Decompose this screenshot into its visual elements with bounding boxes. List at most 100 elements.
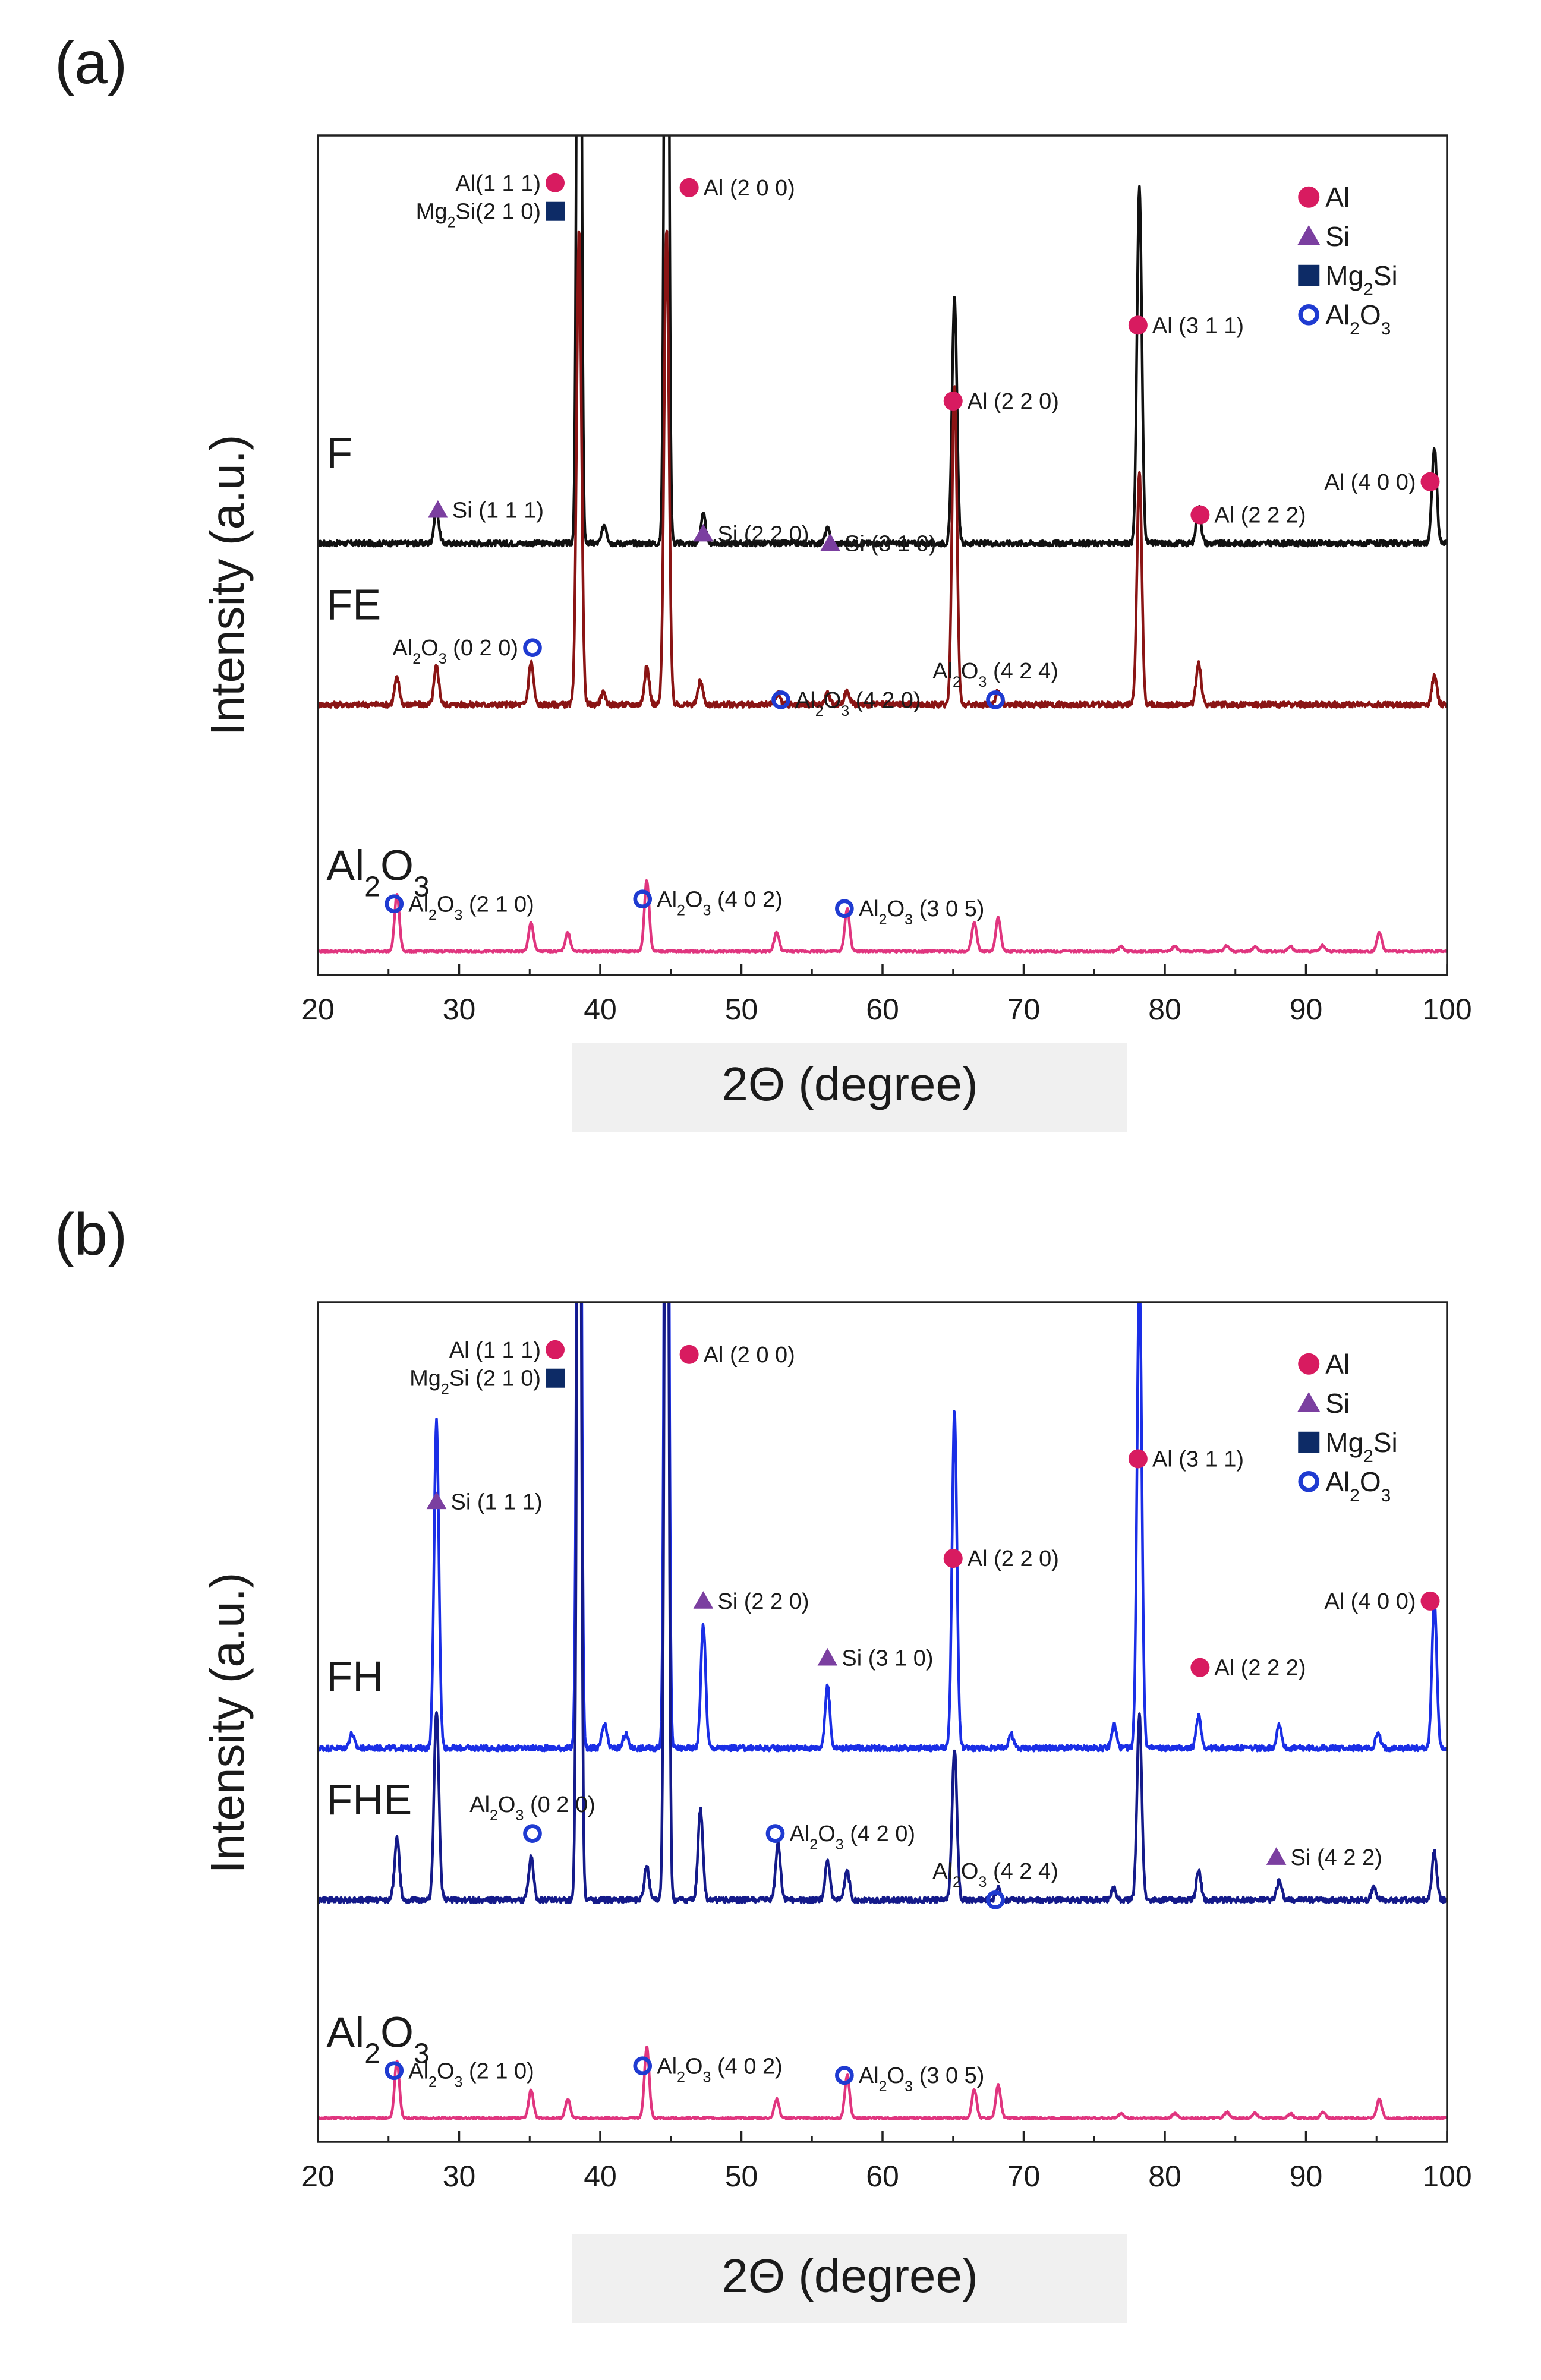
peak-annotation: Al (2 2 0)	[943, 1546, 1059, 1571]
peak-annotation: Al2O3 (0 2 0)	[392, 636, 542, 667]
square-marker	[546, 1368, 565, 1388]
peak-annotation: Mg2Si(2 1 0)	[416, 200, 565, 231]
y-axis-label: Intensity (a.u.)	[201, 1573, 254, 1874]
peak-label: Al2O3 (3 0 5)	[859, 2063, 985, 2095]
circle-marker	[943, 1549, 963, 1568]
peak-label: Al2O3 (2 1 0)	[408, 892, 534, 923]
peak-annotation: Si (2 2 0)	[693, 1589, 809, 1614]
square-marker	[546, 201, 565, 221]
series-fe-line	[318, 229, 1447, 709]
circle-marker	[1190, 505, 1210, 525]
x-tick-label: 70	[1007, 2160, 1041, 2193]
peak-annotation: Al (4 0 0)	[1324, 470, 1440, 495]
peak-label: Al2O3 (4 0 2)	[657, 887, 783, 918]
circle-marker	[943, 392, 963, 411]
x-tick-label: 30	[443, 2160, 476, 2193]
peak-annotation: Al (2 0 0)	[679, 176, 795, 201]
peak-label: Si (4 2 2)	[1291, 1845, 1382, 1870]
triangle-legend-marker	[1297, 1391, 1321, 1412]
triangle-marker	[693, 1591, 714, 1609]
x-tick-label: 80	[1148, 993, 1181, 1026]
square-legend-marker	[1298, 264, 1320, 286]
legend-label: Mg2Si	[1325, 260, 1398, 299]
triangle-marker	[817, 1647, 838, 1666]
x-tick-label: 50	[725, 993, 758, 1026]
circle-marker	[1128, 1449, 1148, 1469]
x-tick-label: 20	[301, 2160, 335, 2193]
legend-item: Al2O3	[1298, 1466, 1391, 1505]
ring-marker	[633, 2056, 653, 2076]
peak-label: Al (2 0 0)	[704, 176, 795, 201]
peak-annotation: Al2O3 (0 2 0)	[469, 1792, 595, 1843]
panel-label: (b)	[55, 1201, 127, 1268]
peak-annotation: Al2O3 (3 0 5)	[835, 897, 984, 928]
peak-label: Al (2 2 2)	[1214, 503, 1306, 528]
x-tick-label: 40	[584, 993, 617, 1026]
panel-a: (a) 20 30 40 50 60 70 80 90 100 2Θ (degree) Intensi…	[55, 30, 1472, 1132]
square-legend-marker	[1298, 1431, 1320, 1453]
x-tick-label: 40	[584, 2160, 617, 2193]
series-label: Al2O3	[326, 2009, 429, 2069]
x-tick-label: 30	[443, 993, 476, 1026]
peak-label: Al2O3 (4 2 4)	[932, 1859, 1058, 1890]
peak-label: Al(1 1 1)	[455, 171, 541, 196]
x-tick-label: 100	[1422, 993, 1471, 1026]
peak-label: Si (2 2 0)	[717, 522, 809, 547]
ring-marker	[523, 1824, 542, 1843]
peak-label: Al2O3 (0 2 0)	[392, 636, 518, 667]
legend-item: Al	[1298, 1349, 1350, 1380]
peak-annotation: Si (4 2 2)	[1266, 1845, 1382, 1870]
peak-label: Si (1 1 1)	[451, 1489, 543, 1514]
peak-label: Al (3 1 1)	[1152, 1447, 1244, 1472]
peak-label: Si (1 1 1)	[452, 498, 544, 523]
plot-frame	[317, 1301, 1448, 2143]
series-al2o3-line	[318, 2045, 1447, 2120]
peak-label: Mg2Si (2 1 0)	[409, 1366, 541, 1398]
peak-label: Al2O3 (2 1 0)	[408, 2059, 534, 2090]
circle-legend-marker	[1298, 1353, 1320, 1375]
ring-marker	[835, 899, 854, 918]
legend-label: Si	[1325, 1388, 1350, 1419]
peak-label: Al (4 0 0)	[1324, 1589, 1416, 1614]
x-tick-label: 60	[866, 993, 899, 1026]
ring-marker	[633, 889, 653, 909]
series-fhe-line	[318, 1302, 1447, 1904]
peak-label: Al2O3 (4 0 2)	[657, 2054, 783, 2085]
ring-marker	[986, 690, 1005, 709]
x-axis-label: 2Θ (degree)	[721, 2249, 978, 2302]
triangle-marker	[1266, 1847, 1287, 1865]
legend-label: Al2O3	[1325, 1466, 1391, 1505]
legend-label: Al2O3	[1325, 299, 1391, 339]
peak-annotation: Al (2 2 0)	[943, 389, 1059, 414]
peak-annotation: Si (2 2 0)	[693, 522, 809, 547]
peak-annotation: Si (1 1 1)	[428, 498, 544, 523]
peak-annotation: Al (4 0 0)	[1324, 1589, 1440, 1614]
panel-label: (a)	[55, 30, 127, 96]
peak-annotation: Si (3 1 0)	[817, 1646, 934, 1671]
peak-annotation: Si (1 1 1)	[426, 1489, 543, 1514]
legend-item: Si	[1297, 1388, 1350, 1419]
peak-label: Al (3 1 1)	[1152, 313, 1244, 338]
circle-marker	[679, 178, 699, 197]
triangle-marker	[820, 533, 840, 551]
x-tick-label: 100	[1422, 2160, 1471, 2193]
peak-annotation: Al (3 1 1)	[1128, 313, 1244, 338]
series-f-line	[318, 135, 1447, 548]
peak-label: Al (2 2 0)	[968, 1546, 1059, 1571]
ring-marker	[385, 2061, 404, 2081]
peak-annotation: Al (2 2 2)	[1190, 1656, 1306, 1681]
x-tick-label: 70	[1007, 993, 1041, 1026]
peak-annotation: Al2O3 (3 0 5)	[835, 2063, 985, 2095]
circle-marker	[679, 1344, 699, 1364]
peak-label: Al2O3 (4 2 4)	[932, 659, 1058, 690]
circle-marker	[1128, 315, 1148, 335]
peak-label: Al (4 0 0)	[1324, 470, 1416, 495]
x-tick-label: 50	[725, 2160, 758, 2193]
circle-marker	[1420, 472, 1440, 491]
y-axis-label: Intensity (a.u.)	[201, 435, 254, 736]
series-al2o3-line	[318, 879, 1447, 954]
circle-marker	[1420, 1591, 1440, 1611]
triangle-marker	[428, 500, 448, 518]
peak-label: Si (3 1 0)	[844, 532, 936, 557]
